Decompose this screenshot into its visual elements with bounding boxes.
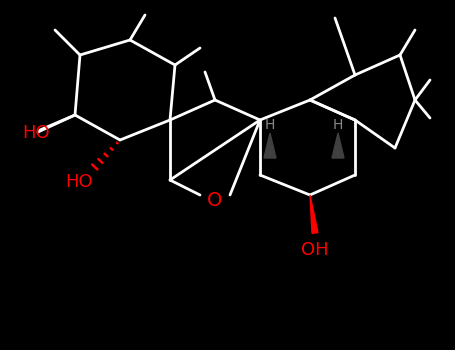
Text: O: O bbox=[207, 190, 222, 210]
Text: HO: HO bbox=[65, 173, 93, 191]
Polygon shape bbox=[332, 133, 344, 158]
Text: H: H bbox=[333, 118, 343, 132]
Polygon shape bbox=[264, 133, 276, 158]
Text: HO: HO bbox=[22, 124, 50, 142]
Text: H: H bbox=[265, 118, 275, 132]
Text: OH: OH bbox=[301, 241, 329, 259]
Polygon shape bbox=[310, 195, 318, 233]
